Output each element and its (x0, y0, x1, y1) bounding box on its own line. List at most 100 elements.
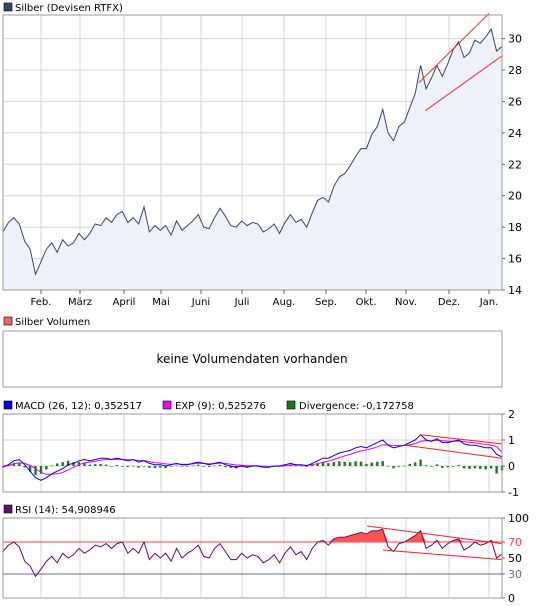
divergence-bar (218, 465, 222, 466)
price-tick-label: 30 (508, 33, 522, 46)
divergence-bar (457, 465, 460, 466)
divergence-bar (414, 462, 417, 466)
price-legend: Silber (Devisen RTFX) (15, 3, 123, 14)
volume-legend: Silber Volumen (15, 317, 90, 328)
divergence-bar (88, 464, 91, 466)
divergence-bar (180, 466, 184, 467)
rsi-trend-lines (366, 525, 503, 561)
divergence-bar (419, 459, 422, 466)
divergence-bar (408, 463, 411, 466)
divergence-bar (142, 466, 146, 467)
divergence-bar (424, 465, 428, 466)
divergence-bar (495, 466, 498, 474)
volume-legend-swatch (3, 316, 13, 326)
rsi-overbought-area (3, 529, 502, 542)
divergence-bar (34, 466, 37, 476)
divergence-bar (441, 466, 444, 468)
macd-tick-label: 2 (508, 408, 515, 421)
divergence-bar (490, 466, 493, 469)
divergence-bar (159, 466, 162, 468)
divergence-bar (110, 466, 113, 467)
rsi-tick-label: 30 (508, 568, 522, 581)
divergence-bar (370, 462, 373, 466)
macd-tick-label: 1 (508, 434, 515, 447)
channel-upper-line (418, 13, 490, 83)
price-legend-swatch (3, 2, 13, 12)
x-tick-label: Okt. (356, 297, 377, 308)
divergence-bar (72, 462, 75, 466)
divergence-bar (435, 464, 439, 466)
divergence-bar (132, 465, 135, 467)
divergence-bar (381, 461, 384, 466)
rsi-trend-upper (366, 525, 503, 545)
divergence-bar (56, 463, 59, 466)
divergence-bar (104, 464, 108, 466)
rsi-tick-label: 0 (508, 592, 515, 605)
channel-lower-line (424, 55, 503, 112)
exp-legend-swatch (162, 400, 172, 410)
rsi-legend-swatch (3, 504, 13, 514)
volume-panel: Silber Volumen keine Volumendaten vorhan… (2, 316, 503, 388)
divergence-bar (28, 466, 32, 472)
divergence-bar (213, 465, 216, 467)
divergence-bar (99, 463, 102, 466)
divergence-bar (115, 465, 119, 466)
divergence-bar (94, 464, 97, 466)
divergence-bar (148, 466, 151, 468)
macd-trend-lower (404, 444, 503, 459)
rsi-tick-label: 50 (508, 552, 522, 565)
x-tick-label: März (68, 297, 92, 308)
no-volume-message: keine Volumendaten vorhanden (156, 352, 347, 366)
rsi-y-ticks: 0 30 50 70 100 (502, 512, 529, 605)
divergence-bar (354, 461, 357, 466)
divergence-bar (186, 466, 189, 467)
divergence-bar (392, 466, 395, 469)
divergence-bar (321, 462, 325, 466)
x-tick-label: April (113, 297, 136, 308)
price-panel: Silber (Devisen RTFX) 14 16 18 20 22 24 26 28 30… (2, 2, 522, 308)
price-tick-label: 20 (508, 190, 522, 203)
x-tick-label: Nov. (395, 297, 417, 308)
divergence-bar (294, 465, 298, 467)
price-y-ticks: 14 16 18 20 22 24 26 28 30 (502, 33, 522, 297)
macd-trend-lines (404, 434, 503, 459)
macd-trend-upper (419, 434, 503, 445)
x-tick-label: Dez. (438, 297, 460, 308)
price-tick-label: 26 (508, 95, 522, 108)
divergence-bar (50, 465, 53, 467)
divergence-bar (332, 462, 336, 466)
divergence-bar (397, 466, 401, 467)
divergence-bar (18, 462, 21, 466)
x-tick-label: Juni (191, 297, 210, 308)
divergence-bar (430, 466, 433, 467)
macd-legend-swatch (3, 400, 13, 410)
price-frame (2, 14, 503, 291)
divergence-bar (164, 466, 167, 469)
price-tick-label: 24 (508, 127, 522, 140)
divergence-bar (348, 462, 352, 466)
x-tick-label: Jan. (479, 297, 499, 308)
divergence-legend: Divergence: -0,172758 (299, 401, 414, 412)
divergence-bar (468, 466, 471, 469)
price-trend-channel (418, 13, 503, 112)
divergence-bar (229, 466, 232, 468)
exp-series-line (2, 439, 503, 475)
divergence-bar (224, 466, 227, 468)
divergence-bar (83, 462, 86, 466)
price-tick-label: 14 (508, 284, 522, 297)
divergence-bar (12, 462, 15, 466)
macd-panel: MACD (26, 12): 0,352517 EXP (9): 0,52527… (1, 400, 519, 499)
x-tick-label: Juli (234, 297, 250, 308)
x-tick-label: Feb. (31, 297, 52, 308)
divergence-bar (121, 466, 124, 467)
rsi-series-line (2, 528, 503, 578)
divergence-bar (191, 465, 194, 467)
divergence-bar (484, 466, 487, 470)
x-tick-label: Sep. (315, 297, 337, 308)
divergence-bar (45, 466, 48, 470)
macd-tick-label: 0 (508, 460, 515, 473)
divergence-bar (153, 466, 157, 469)
x-tick-label: Aug. (273, 297, 296, 308)
price-x-ticks: Feb. März April Mai Juni Juli Aug. Sep. Okt. Nov.… (31, 290, 499, 308)
